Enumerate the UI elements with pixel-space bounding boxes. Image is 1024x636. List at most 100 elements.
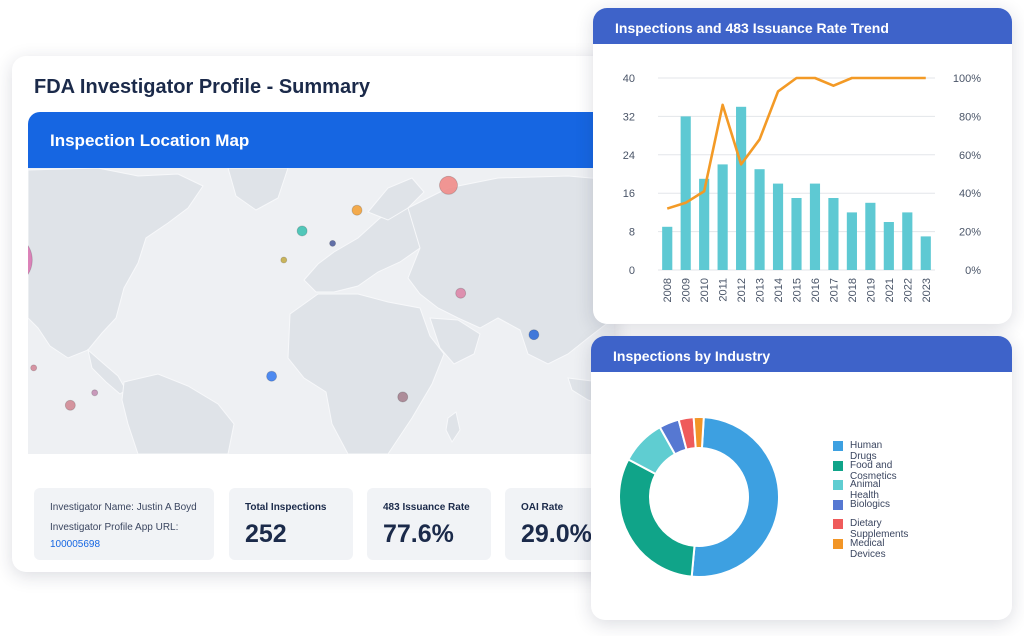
map-marker-west-africa[interactable]: [266, 370, 278, 382]
land-north-america: [27, 167, 204, 359]
stat-value: 77.6%: [383, 520, 454, 548]
x-tick-label: 2019: [865, 278, 877, 302]
bar-2022[interactable]: [902, 212, 913, 270]
land-asia: [407, 175, 614, 365]
y-left-tick-label: 0: [629, 265, 635, 277]
y-left-tick-label: 32: [623, 111, 635, 123]
bar-2021[interactable]: [883, 222, 894, 270]
map-marker-russia[interactable]: [439, 175, 458, 195]
industry-chart-card: Inspections by Industry Human Drugs Food …: [591, 336, 1012, 620]
y-right-tick-label: 40%: [959, 188, 981, 200]
industry-donut-svg[interactable]: [591, 372, 821, 620]
x-tick-label: 2013: [755, 278, 767, 302]
bar-2018[interactable]: [846, 212, 857, 270]
legend-label: Medical Devices: [850, 537, 886, 560]
land-arabia: [429, 317, 481, 365]
legend-swatch: [833, 441, 843, 451]
y-left-tick-label: 8: [629, 227, 635, 239]
bar-2010[interactable]: [699, 178, 710, 270]
legend-swatch: [833, 480, 843, 491]
industry-chart-header: Inspections by Industry: [591, 336, 1012, 372]
investigator-name: Investigator Name: Justin A Boyd: [50, 502, 197, 513]
map-marker-middle-east[interactable]: [455, 287, 467, 299]
legend-swatch: [833, 519, 843, 530]
x-tick-label: 2012: [736, 278, 748, 302]
x-tick-label: 2017: [828, 278, 840, 302]
donut-slice-food-and-cosmetics[interactable]: [618, 458, 696, 578]
map-marker-central-america[interactable]: [30, 364, 38, 372]
bar-2009[interactable]: [680, 116, 691, 271]
investigator-info-card: Investigator Name: Justin A Boyd Investi…: [34, 488, 214, 560]
trend-chart-card: Inspections and 483 Issuance Rate Trend …: [593, 8, 1012, 324]
map-title: Inspection Location Map: [50, 131, 250, 150]
y-right-tick-label: 20%: [959, 227, 981, 239]
legend-label: Food and Cosmetics: [850, 459, 897, 482]
x-tick-label: 2018: [847, 278, 859, 302]
map-marker-india[interactable]: [528, 329, 540, 341]
legend-label: Human Drugs: [850, 440, 883, 462]
total-inspections-card: Total Inspections 252: [229, 488, 353, 560]
inspection-location-map[interactable]: [12, 167, 614, 480]
map-marker-venezuela[interactable]: [91, 389, 99, 397]
x-tick-label: 2011: [718, 278, 730, 302]
donut-slice-human-drugs[interactable]: [690, 416, 780, 578]
y-left-tick-label: 24: [623, 150, 635, 162]
y-left-tick-label: 16: [623, 188, 635, 200]
map-header: Inspection Location Map: [28, 112, 614, 168]
legend-swatch: [833, 538, 843, 549]
map-marker-spain[interactable]: [280, 256, 288, 264]
land-masses: [27, 167, 614, 455]
land-scandinavia: [367, 177, 425, 221]
map-marker-italy[interactable]: [329, 240, 337, 247]
legend-label: Biologics: [850, 498, 891, 510]
donut-slice-medical-devices[interactable]: [692, 416, 705, 450]
bar-2023[interactable]: [920, 236, 931, 270]
legend-label: Animal Health: [850, 479, 881, 502]
bar-2016[interactable]: [809, 183, 821, 270]
legend-label: Dietary Supplements: [850, 518, 909, 541]
land-south-america: [121, 373, 235, 455]
bar-2008[interactable]: [662, 226, 673, 270]
issuance-rate-card: 483 Issuance Rate 77.6%: [367, 488, 491, 560]
bar-2017[interactable]: [828, 198, 839, 270]
x-tick-label: 2008: [662, 278, 674, 302]
stat-label: OAI Rate: [521, 502, 564, 513]
x-tick-label: 2015: [792, 278, 804, 302]
bar-2019[interactable]: [865, 202, 876, 270]
stat-label: Total Inspections: [245, 502, 327, 513]
y-right-tick-label: 80%: [959, 111, 981, 123]
x-tick-label: 2023: [921, 278, 933, 302]
profile-url-link[interactable]: 100005698: [50, 539, 101, 550]
trend-chart-title: Inspections and 483 Issuance Rate Trend: [615, 20, 889, 36]
x-tick-label: 2009: [681, 278, 693, 302]
y-left-tick-label: 40: [623, 73, 635, 85]
x-tick-label: 2010: [699, 278, 711, 302]
legend-swatch: [833, 460, 843, 471]
x-tick-label: 2014: [773, 278, 785, 302]
map-marker-east-africa[interactable]: [397, 391, 409, 403]
trend-chart-svg[interactable]: 0 8 16 24 32 40 0% 20% 40% 60% 80% 100% 2008 2009 2010…: [593, 44, 1012, 324]
bar-2013[interactable]: [754, 169, 765, 270]
bar-2014[interactable]: [772, 183, 784, 270]
x-tick-label: 2021: [884, 278, 896, 302]
summary-card: FDA Investigator Profile - Summary Inspe…: [12, 56, 614, 572]
profile-url-label: Investigator Profile App URL:: [50, 522, 179, 533]
map-marker-poland[interactable]: [351, 204, 363, 216]
page-title: FDA Investigator Profile - Summary: [34, 76, 370, 98]
map-marker-colombia[interactable]: [64, 399, 76, 411]
stat-label: 483 Issuance Rate: [383, 502, 470, 513]
x-tick-label: 2022: [902, 278, 914, 302]
stat-value: 29.0%: [521, 520, 592, 548]
y-right-tick-label: 100%: [953, 73, 981, 85]
bar-2011[interactable]: [717, 164, 728, 270]
land-africa: [287, 293, 445, 455]
issuance-rate-line[interactable]: [666, 76, 926, 210]
bar-2012[interactable]: [736, 106, 747, 270]
bar-2015[interactable]: [791, 198, 802, 270]
land-madagascar: [445, 411, 461, 443]
x-tick-label: 2016: [810, 278, 822, 302]
land-greenland: [227, 167, 289, 211]
map-marker-france[interactable]: [296, 225, 308, 237]
legend-swatch: [833, 499, 843, 510]
world-map-svg[interactable]: [12, 167, 614, 480]
